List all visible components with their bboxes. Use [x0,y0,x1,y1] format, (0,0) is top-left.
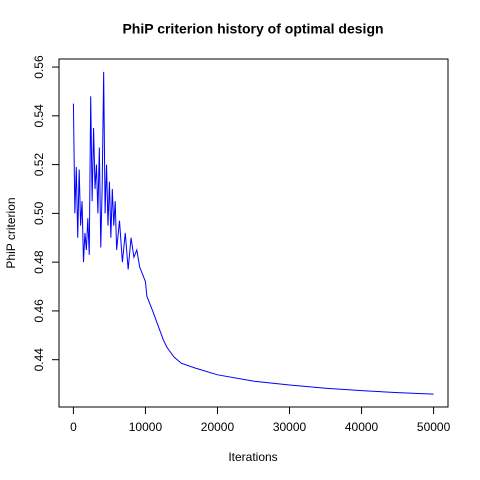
y-tick-label: 0.50 [32,201,46,225]
x-tick-label: 50000 [417,420,451,434]
chart-title: PhiP criterion history of optimal design [122,21,383,37]
y-tick-label: 0.52 [32,153,46,177]
y-tick-label: 0.48 [32,250,46,274]
x-tick-label: 40000 [345,420,379,434]
y-axis-title: PhiP criterion [4,197,18,268]
y-tick-label: 0.54 [32,104,46,128]
x-tick-label: 10000 [129,420,163,434]
y-tick-label: 0.56 [32,55,46,79]
plot-frame [58,58,449,408]
y-tick-label: 0.44 [32,348,46,372]
x-tick-label: 20000 [201,420,235,434]
y-tick-label: 0.46 [32,299,46,323]
x-tick-label: 30000 [273,420,307,434]
x-tick-label: 0 [70,420,77,434]
x-axis-title: Iterations [228,450,277,464]
data-line [72,71,434,395]
